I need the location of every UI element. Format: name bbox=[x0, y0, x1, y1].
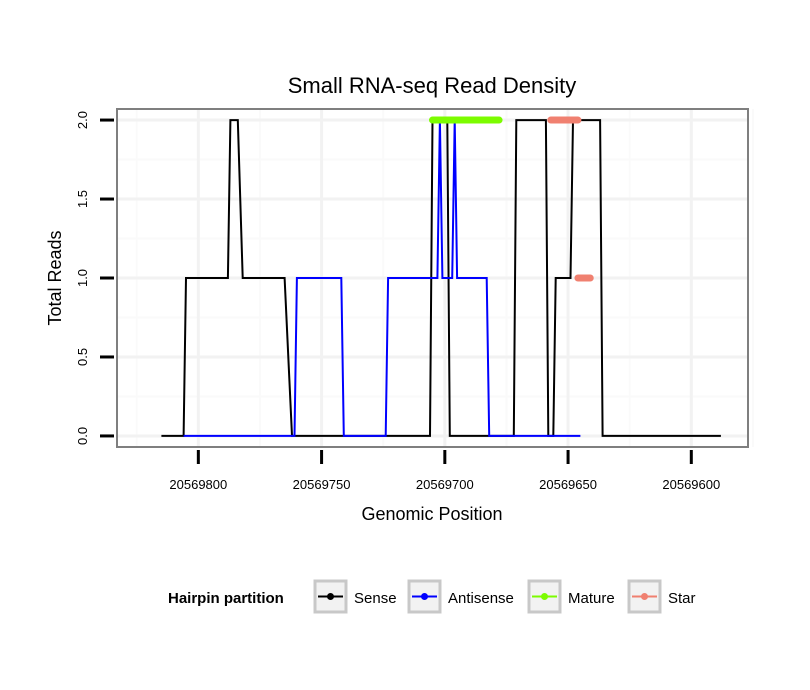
plot-panel-border bbox=[116, 108, 749, 448]
x-tick-label: 20569750 bbox=[293, 477, 351, 492]
x-tick-label: 20569650 bbox=[539, 477, 597, 492]
legend-label-sense: Sense bbox=[354, 590, 397, 607]
legend-key-dot-antisense bbox=[421, 593, 428, 600]
plot-series bbox=[161, 116, 721, 437]
x-tick-label: 20569700 bbox=[416, 477, 474, 492]
legend-key-dot-star bbox=[641, 593, 648, 600]
y-tick-label: 2.0 bbox=[75, 111, 90, 129]
legend-title: Hairpin partition bbox=[168, 590, 284, 607]
x-axis: 20569800 20569750 20569700 20569650 20569600 bbox=[169, 450, 720, 492]
chart-title: Small RNA-seq Read Density bbox=[288, 73, 577, 98]
x-axis-title: Genomic Position bbox=[361, 504, 502, 524]
y-tick-label: 1.0 bbox=[75, 269, 90, 287]
x-tick-label: 20569800 bbox=[169, 477, 227, 492]
x-tick-label: 20569600 bbox=[662, 477, 720, 492]
legend: Hairpin partition Sense Antisense Mature St… bbox=[168, 579, 696, 614]
legend-key-dot-sense bbox=[327, 593, 334, 600]
y-tick-label: 0.0 bbox=[75, 427, 90, 445]
series-antisense-line bbox=[183, 120, 581, 437]
legend-label-mature: Mature bbox=[568, 590, 615, 607]
legend-label-star: Star bbox=[668, 590, 696, 607]
y-axis-title: Total Reads bbox=[45, 230, 65, 325]
y-axis: 0.0 0.5 1.0 1.5 2.0 bbox=[75, 111, 114, 445]
legend-label-antisense: Antisense bbox=[448, 590, 514, 607]
y-tick-label: 0.5 bbox=[75, 348, 90, 366]
y-tick-label: 1.5 bbox=[75, 190, 90, 208]
legend-key-dot-mature bbox=[541, 593, 548, 600]
